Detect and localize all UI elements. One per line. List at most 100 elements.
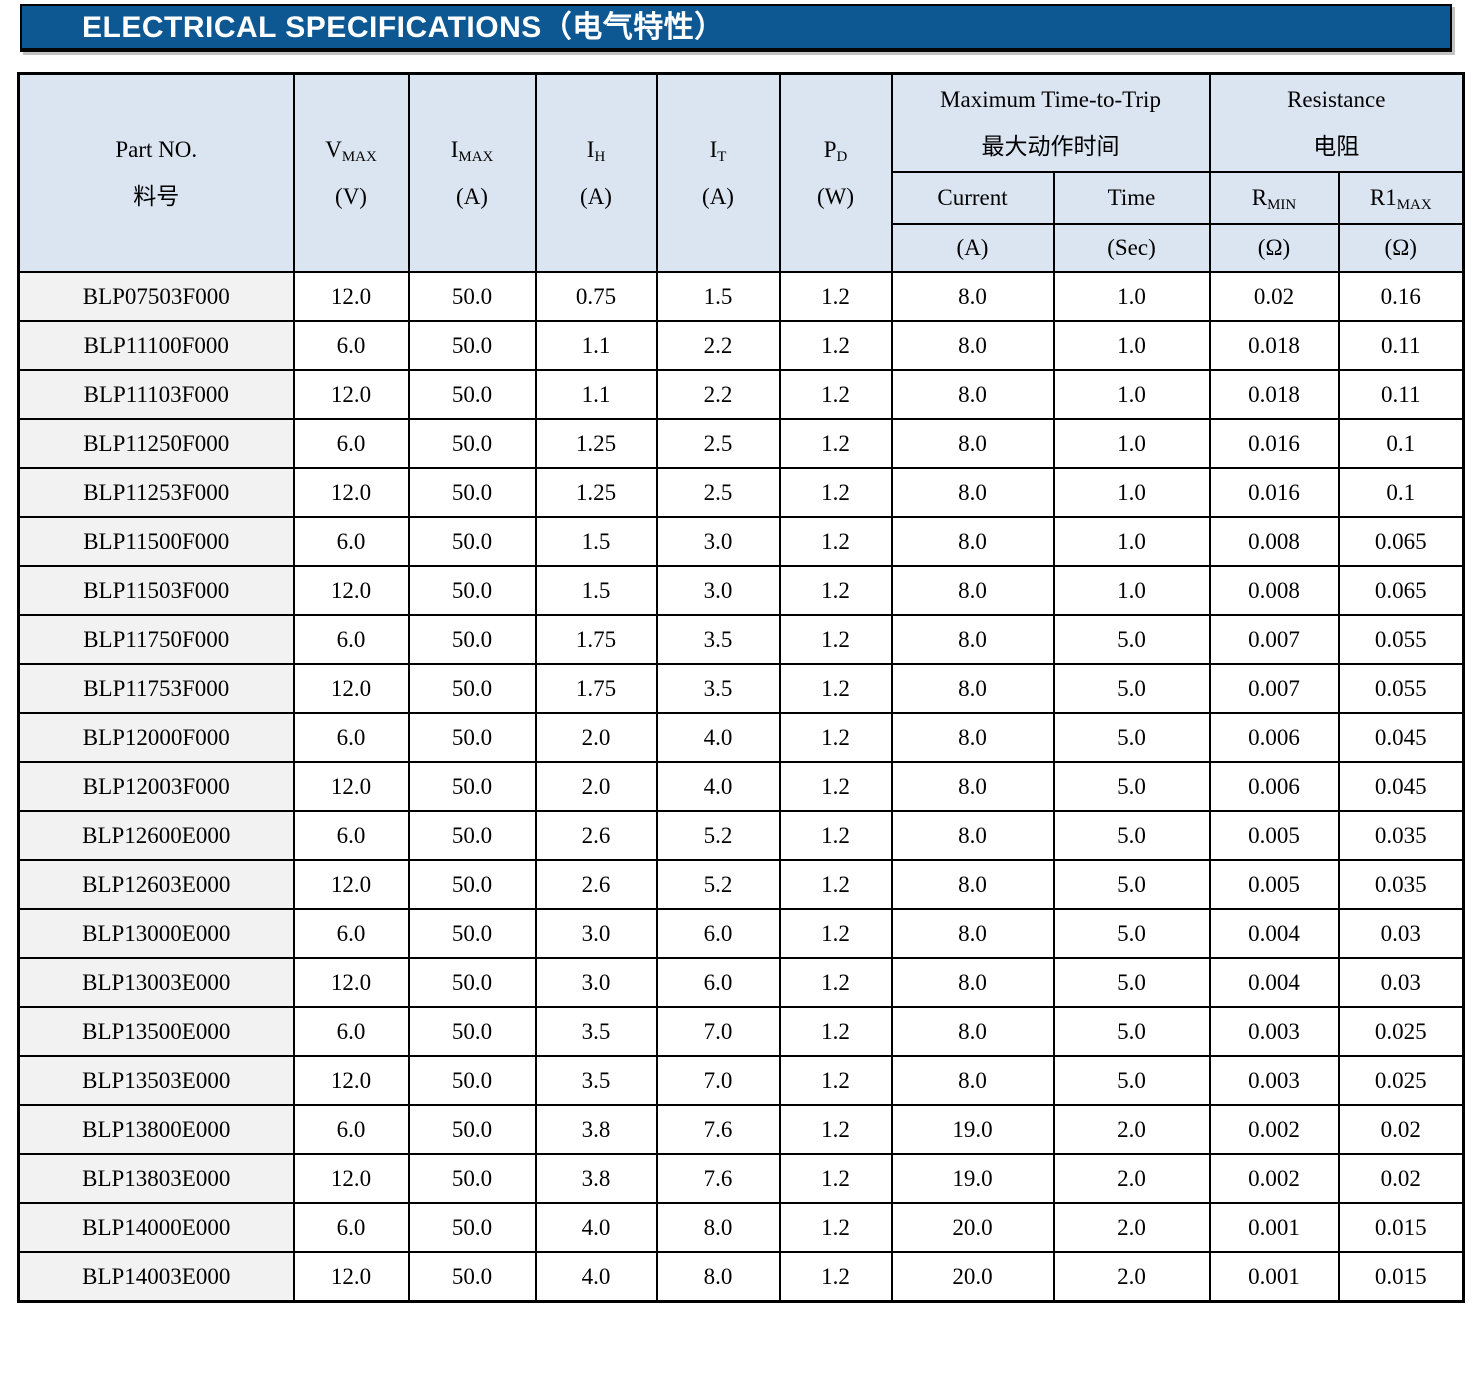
value-cell: 0.1 [1337, 467, 1465, 518]
col-header-trip-time: Time [1052, 171, 1211, 225]
part-number-cell: BLP13500E000 [17, 1006, 295, 1057]
value-cell: 2.5 [655, 418, 781, 469]
value-cell: 0.03 [1337, 908, 1465, 959]
part-number-cell: BLP13800E000 [17, 1104, 295, 1155]
value-cell: 2.2 [655, 320, 781, 371]
value-cell: 6.0 [292, 516, 410, 567]
section-title: ELECTRICAL SPECIFICATIONS（电气特性） [82, 11, 725, 44]
value-cell: 12.0 [292, 663, 410, 714]
col-header-rmin: RMIN [1208, 171, 1340, 225]
col-header-ih: IH (A) [534, 72, 658, 273]
value-cell: 8.0 [890, 1055, 1055, 1106]
value-cell: 12.0 [292, 565, 410, 616]
part-number-cell: BLP12603E000 [17, 859, 295, 910]
value-cell: 1.2 [778, 810, 893, 861]
table-row: BLP13000E000 6.0 50.0 3.0 6.0 1.2 8.0 5.0 0.004 0… [17, 908, 1465, 959]
part-number-cell: BLP12003F000 [17, 761, 295, 812]
part-number-cell: BLP11100F000 [17, 320, 295, 371]
value-cell: 1.2 [778, 859, 893, 910]
value-cell: 8.0 [890, 908, 1055, 959]
table-row: BLP12603E000 12.0 50.0 2.6 5.2 1.2 8.0 5.0 0.005… [17, 859, 1465, 910]
table-row: BLP11100F000 6.0 50.0 1.1 2.2 1.2 8.0 1.0 0.018 0… [17, 320, 1465, 371]
value-cell: 8.0 [890, 516, 1055, 567]
value-cell: 20.0 [890, 1202, 1055, 1253]
value-cell: 1.2 [778, 908, 893, 959]
table-row: BLP13800E000 6.0 50.0 3.8 7.6 1.2 19.0 2.0 0.002… [17, 1104, 1465, 1155]
value-cell: 4.0 [534, 1251, 658, 1303]
col-header-part-no: Part NO. 料号 [17, 72, 295, 273]
value-cell: 12.0 [292, 467, 410, 518]
value-cell: 8.0 [655, 1202, 781, 1253]
value-cell: 0.055 [1337, 614, 1465, 665]
value-cell: 3.0 [534, 908, 658, 959]
value-cell: 0.02 [1337, 1153, 1465, 1204]
value-cell: 2.0 [534, 761, 658, 812]
value-cell: 2.0 [1052, 1153, 1211, 1204]
table-row: BLP12003F000 12.0 50.0 2.0 4.0 1.2 8.0 5.0 0.006… [17, 761, 1465, 812]
value-cell: 0.02 [1208, 271, 1340, 322]
value-cell: 1.2 [778, 1202, 893, 1253]
value-cell: 5.0 [1052, 712, 1211, 763]
value-cell: 0.1 [1337, 418, 1465, 469]
part-number-cell: BLP13503E000 [17, 1055, 295, 1106]
table-row: BLP14003E000 12.0 50.0 4.0 8.0 1.2 20.0 2.0 0.00… [17, 1251, 1465, 1303]
value-cell: 0.025 [1337, 1055, 1465, 1106]
value-cell: 0.015 [1337, 1202, 1465, 1253]
value-cell: 6.0 [292, 908, 410, 959]
value-cell: 12.0 [292, 1055, 410, 1106]
part-number-cell: BLP11750F000 [17, 614, 295, 665]
value-cell: 2.5 [655, 467, 781, 518]
value-cell: 50.0 [407, 418, 537, 469]
value-cell: 2.0 [534, 712, 658, 763]
table-row: BLP11500F000 6.0 50.0 1.5 3.0 1.2 8.0 1.0 0.008 0… [17, 516, 1465, 567]
value-cell: 3.0 [655, 516, 781, 567]
value-cell: 1.5 [534, 565, 658, 616]
value-cell: 2.6 [534, 810, 658, 861]
table-row: BLP11103F000 12.0 50.0 1.1 2.2 1.2 8.0 1.0 0.018… [17, 369, 1465, 420]
value-cell: 0.035 [1337, 859, 1465, 910]
value-cell: 3.0 [534, 957, 658, 1008]
table-row: BLP07503F000 12.0 50.0 0.75 1.5 1.2 8.0 1.0 0.02… [17, 271, 1465, 322]
value-cell: 19.0 [890, 1104, 1055, 1155]
table-row: BLP12000F000 6.0 50.0 2.0 4.0 1.2 8.0 5.0 0.006 0… [17, 712, 1465, 763]
value-cell: 3.5 [655, 663, 781, 714]
unit-trip-time: (Sec) [1052, 223, 1211, 273]
unit-r1max: (Ω) [1337, 223, 1465, 273]
value-cell: 0.025 [1337, 1006, 1465, 1057]
value-cell: 8.0 [890, 957, 1055, 1008]
value-cell: 8.0 [890, 271, 1055, 322]
col-header-imax: IMAX (A) [407, 72, 537, 273]
value-cell: 0.045 [1337, 761, 1465, 812]
table-row: BLP13503E000 12.0 50.0 3.5 7.0 1.2 8.0 5.0 0.003… [17, 1055, 1465, 1106]
part-number-cell: BLP07503F000 [17, 271, 295, 322]
table-row: BLP13803E000 12.0 50.0 3.8 7.6 1.2 19.0 2.0 0.00… [17, 1153, 1465, 1204]
value-cell: 50.0 [407, 908, 537, 959]
value-cell: 1.2 [778, 1006, 893, 1057]
value-cell: 0.001 [1208, 1202, 1340, 1253]
value-cell: 1.2 [778, 614, 893, 665]
value-cell: 1.5 [655, 271, 781, 322]
value-cell: 1.2 [778, 320, 893, 371]
value-cell: 0.003 [1208, 1006, 1340, 1057]
value-cell: 0.02 [1337, 1104, 1465, 1155]
value-cell: 8.0 [890, 1006, 1055, 1057]
value-cell: 4.0 [655, 761, 781, 812]
value-cell: 1.2 [778, 1104, 893, 1155]
value-cell: 50.0 [407, 516, 537, 567]
col-group-resistance: Resistance 电阻 [1208, 72, 1465, 173]
value-cell: 0.007 [1208, 614, 1340, 665]
value-cell: 4.0 [534, 1202, 658, 1253]
value-cell: 0.11 [1337, 320, 1465, 371]
value-cell: 50.0 [407, 1153, 537, 1204]
value-cell: 50.0 [407, 369, 537, 420]
value-cell: 7.6 [655, 1104, 781, 1155]
value-cell: 0.006 [1208, 712, 1340, 763]
value-cell: 5.0 [1052, 908, 1211, 959]
value-cell: 50.0 [407, 614, 537, 665]
table-row: BLP13500E000 6.0 50.0 3.5 7.0 1.2 8.0 5.0 0.003 0… [17, 1006, 1465, 1057]
value-cell: 0.16 [1337, 271, 1465, 322]
part-number-cell: BLP11500F000 [17, 516, 295, 567]
value-cell: 3.5 [534, 1055, 658, 1106]
value-cell: 6.0 [292, 418, 410, 469]
value-cell: 1.2 [778, 957, 893, 1008]
